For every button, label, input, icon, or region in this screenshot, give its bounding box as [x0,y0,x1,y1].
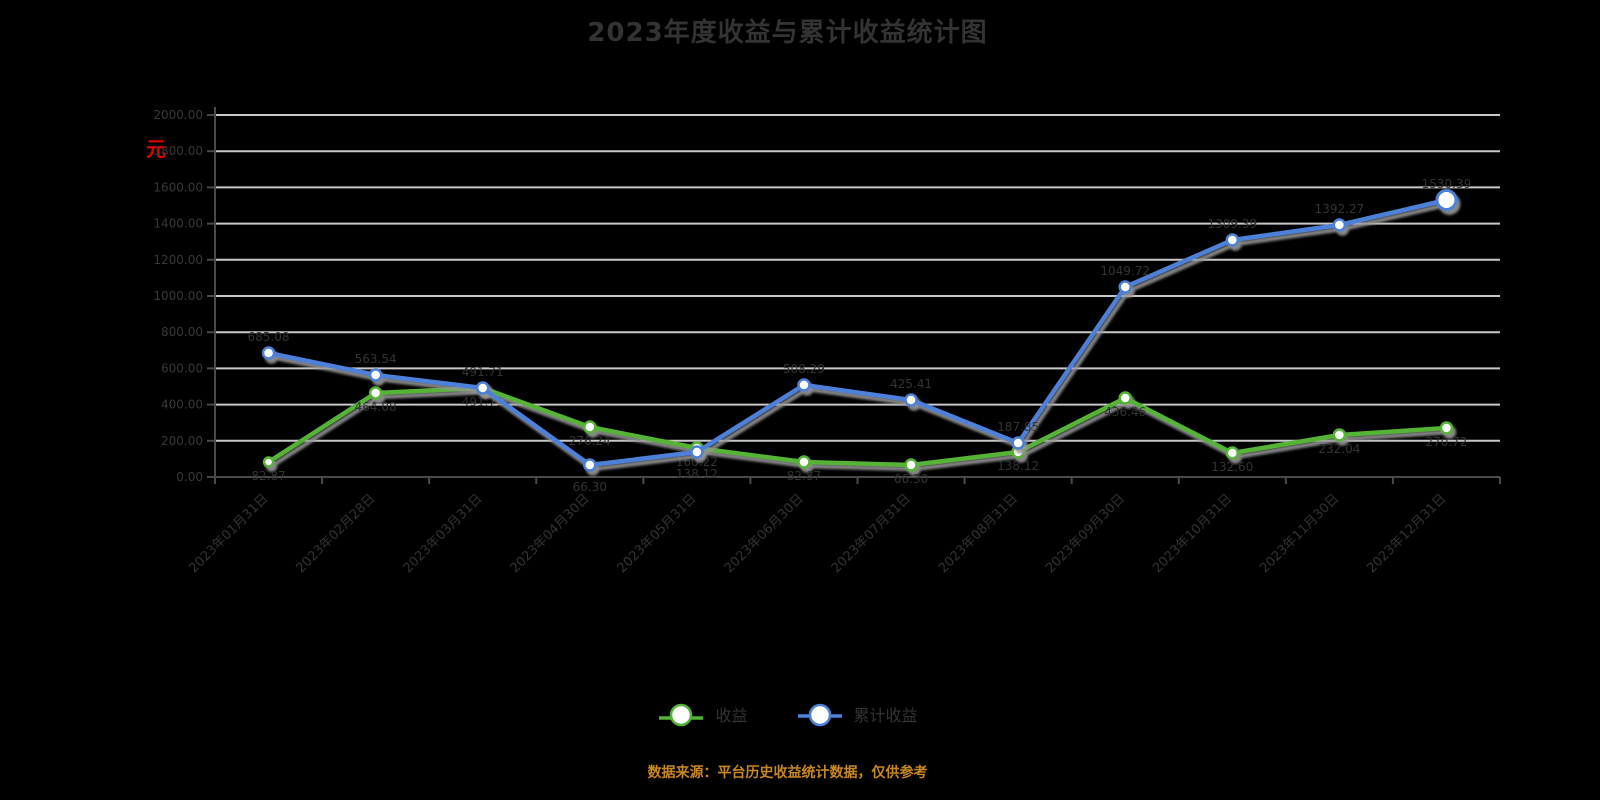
data-point-marker[interactable] [1435,188,1458,211]
data-point-label: 160.22 [676,455,718,469]
data-point-label: 270.72 [1425,435,1467,449]
data-point-label: 491.71 [462,365,504,379]
x-axis-category-label: 2023年08月31日 [936,491,1021,576]
data-point-marker[interactable] [1332,218,1347,232]
x-axis-category-label: 2023年12月31日 [1364,491,1449,576]
data-point-marker[interactable] [1225,446,1240,460]
data-point-marker[interactable] [368,368,383,382]
legend-item-series-1[interactable]: 收益 [657,700,748,728]
data-point-label: 1049.72 [1100,264,1150,278]
data-point-label: 232.04 [1318,442,1360,456]
data-point-marker[interactable] [904,458,918,472]
x-axis-category-label: 2023年06月30日 [722,491,807,576]
data-point-marker[interactable] [904,393,918,407]
data-point-marker[interactable] [261,346,276,360]
data-point-label: 563.54 [355,352,397,366]
data-point-label: 464.08 [355,400,397,414]
data-point-marker[interactable] [583,420,597,434]
y-axis-tick-label: 600.00 [161,361,203,375]
data-point-label: 132.60 [1211,460,1253,474]
x-axis-category-label: 2023年09月30日 [1043,491,1128,576]
x-axis-category-label: 2023年04月30日 [508,491,593,576]
x-axis-category-label: 2023年05月31日 [615,491,700,576]
x-axis-category-label: 2023年07月31日 [829,491,914,576]
y-axis-tick-label: 2000.00 [153,108,203,122]
x-axis-category-label: 2023年10月31日 [1150,491,1235,576]
data-point-marker[interactable] [690,445,704,459]
y-axis-tick-label: 800.00 [161,325,203,339]
legend-label-series-1: 收益 [715,706,748,725]
data-point-label: 187.85 [997,420,1039,434]
data-point-label: 138.12 [676,467,718,481]
chart-legend: 收益 累计收益 [0,700,1575,728]
data-point-label: 1392.27 [1315,202,1365,216]
data-point-label: 276.24 [569,434,611,448]
series-group-2 [261,188,1458,472]
chart-title: 2023年度收益与累计收益统计图 [587,18,988,48]
legend-item-series-2[interactable]: 累计收益 [796,700,918,728]
data-point-marker[interactable] [1439,421,1454,435]
data-point-marker[interactable] [368,386,383,400]
y-axis-tick-label: 1400.00 [153,217,203,231]
data-point-marker[interactable] [1118,391,1132,405]
data-point-label: 66.30 [573,480,607,494]
y-axis-tick-label: 400.00 [161,398,203,412]
y-axis-tick-label: 1000.00 [153,289,203,303]
y-axis-tick-label: 0.00 [176,470,203,484]
data-point-marker[interactable] [1332,428,1347,442]
data-point-marker[interactable] [1011,436,1025,450]
data-point-label: 425.41 [890,377,932,391]
data-point-label: 82.87 [787,469,821,483]
data-point-label: 1309.39 [1207,217,1257,231]
footer-source-note: 数据来源：平台历史收益统计数据，仅供参考 [647,765,928,781]
x-axis-category-label: 2023年02月28日 [293,491,378,576]
y-axis-tick-label: 200.00 [161,434,203,448]
data-point-marker[interactable] [583,458,597,472]
data-point-marker[interactable] [262,456,275,468]
data-point-marker[interactable] [797,455,811,469]
data-point-label: 1530.39 [1422,177,1472,191]
data-point-label: 66.30 [894,472,928,486]
data-point-label: 685.08 [248,330,290,344]
data-point-label: 508.29 [783,362,825,376]
data-point-marker[interactable] [1118,280,1132,294]
data-point-label: 82.87 [251,469,285,483]
x-axis-category-label: 2023年01月31日 [186,491,271,576]
x-axis-category-label: 2023年11月30日 [1257,491,1342,576]
data-point-marker[interactable] [797,378,811,392]
y-axis-tick-label: 1600.00 [153,180,203,194]
data-point-label: 436.46 [1104,405,1146,419]
data-point-label: 138.12 [997,459,1039,473]
series-group-1 [262,381,1454,472]
x-axis-category-label: 2023年03月31日 [401,491,486,576]
legend-line-marker-icon-blue [797,703,842,727]
legend-line-marker-icon-green [659,703,704,727]
y-axis-tick-label: 1200.00 [153,253,203,267]
series-line-收益 [266,385,1449,468]
data-point-marker[interactable] [1225,233,1240,247]
y-axis-tick-label: 1800.00 [153,144,203,158]
y-axis-unit-label: 元 [146,137,166,161]
series-line-累计收益 [266,197,1449,468]
data-point-marker[interactable] [475,381,490,395]
data-point-label: 491.71 [462,395,504,409]
legend-label-series-2: 累计收益 [853,706,918,725]
